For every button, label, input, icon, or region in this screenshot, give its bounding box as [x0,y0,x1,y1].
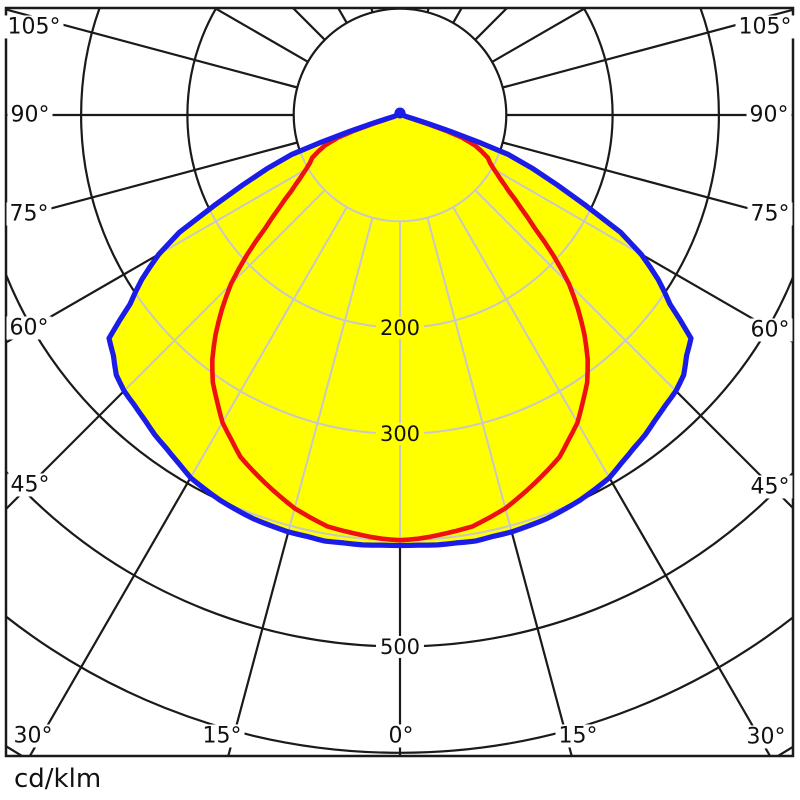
angle-label-9-30: 30° [743,725,789,749]
unit-caption: cd/klm [14,764,102,794]
angle-label-6-15: 15° [199,724,245,748]
angle-label-11-60: 60° [747,318,793,342]
angle-label-2-75: 75° [6,202,52,226]
angle-label-8-15: 15° [555,724,601,748]
ring-label-300: 300 [375,423,425,445]
angle-label-1-90: 90° [7,103,53,127]
ring-label-500: 500 [375,636,425,658]
blue-intensity-curve [106,112,694,549]
angle-label-4-45: 45° [7,473,53,497]
ring-label-200: 200 [375,317,425,339]
angle-label-10-45: 45° [747,475,793,499]
angle-label-12-75: 75° [747,202,793,226]
angle-label-14-105: 105° [735,15,795,39]
angle-label-3-60: 60° [6,316,52,340]
plot-frame [4,6,795,758]
curve-origin-dot [394,107,406,119]
angle-label-5-30: 30° [10,724,56,748]
red-intensity-curve [210,112,590,543]
angle-label-7-0: 0° [385,724,417,748]
angle-label-0-105: 105° [4,15,64,39]
angle-label-13-90: 90° [746,103,792,127]
